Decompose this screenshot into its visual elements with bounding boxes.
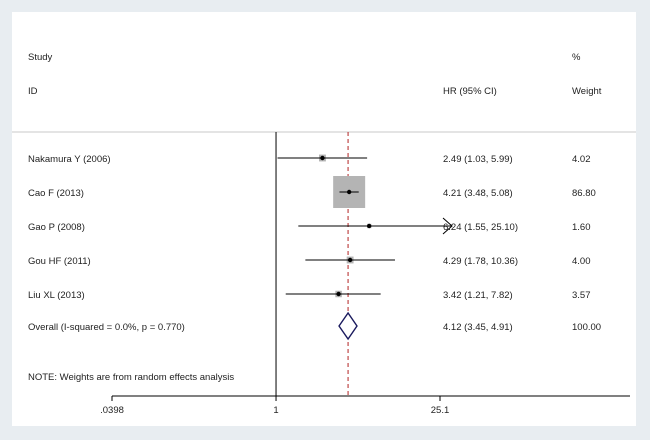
- study-label-1: Cao F (2013): [28, 188, 84, 199]
- overall-hr-text: 4.12 (3.45, 4.91): [443, 322, 513, 333]
- study-weight-text-3: 4.00: [572, 256, 591, 267]
- header-weight: Weight: [572, 86, 602, 97]
- study-hr-text-3: 4.29 (1.78, 10.36): [443, 256, 518, 267]
- study-weight-text-0: 4.02: [572, 154, 591, 165]
- x-axis-ticks: .0398 1 25.1: [100, 396, 449, 416]
- study-hr-text-0: 2.49 (1.03, 5.99): [443, 154, 513, 165]
- forest-plot-svg: Study ID HR (95% CI) % Weight Nakamura Y…: [12, 52, 636, 416]
- header-weight-percent: %: [572, 52, 581, 63]
- study-weight-text-1: 86.80: [572, 188, 596, 199]
- study-weight-text-4: 3.57: [572, 290, 591, 301]
- study-point-2: [366, 223, 372, 229]
- header-hr: HR (95% CI): [443, 86, 497, 97]
- x-tick-label-1: 1: [273, 405, 278, 416]
- study-weight-text-2: 1.60: [572, 222, 591, 233]
- x-tick-label-0: .0398: [100, 405, 124, 416]
- overall-weight-text: 100.00: [572, 322, 601, 333]
- study-hr-text-2: 6.24 (1.55, 25.10): [443, 222, 518, 233]
- study-hr-text-4: 3.42 (1.21, 7.82): [443, 290, 513, 301]
- study-hr-text-1: 4.21 (3.48, 5.08): [443, 188, 513, 199]
- header-id: ID: [28, 86, 38, 97]
- study-label-3: Gou HF (2011): [28, 256, 91, 267]
- study-point-4: [336, 291, 341, 297]
- study-point-3: [347, 257, 353, 263]
- study-point-0: [320, 155, 325, 161]
- study-rows: Nakamura Y (2006) 2.49 (1.03, 5.99) 4.02 Ca…: [28, 154, 596, 301]
- forest-plot: Study ID HR (95% CI) % Weight Nakamura Y…: [12, 12, 636, 426]
- overall-label: Overall (I-squared = 0.0%, p = 0.770): [28, 322, 185, 333]
- study-point-1: [346, 189, 352, 195]
- note-text: NOTE: Weights are from random effects an…: [28, 372, 234, 383]
- overall-diamond: [338, 311, 358, 341]
- x-tick-label-2: 25.1: [431, 405, 450, 416]
- study-label-0: Nakamura Y (2006): [28, 154, 111, 165]
- study-ci-arrow-2: [442, 217, 453, 235]
- study-label-2: Gao P (2008): [28, 222, 85, 233]
- header-study: Study: [28, 52, 53, 63]
- study-label-4: Liu XL (2013): [28, 290, 85, 301]
